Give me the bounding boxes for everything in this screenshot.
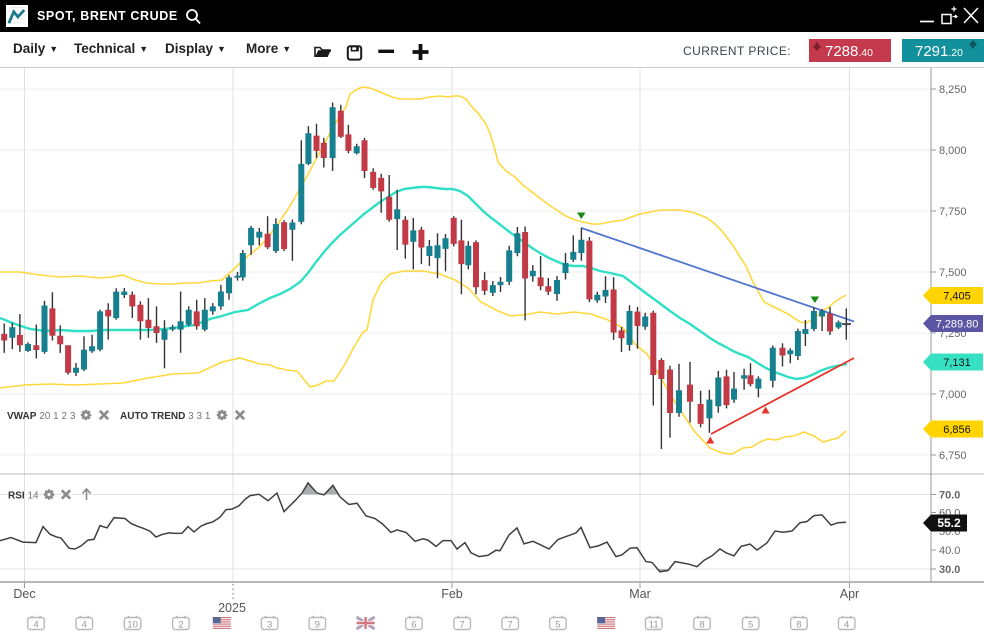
svg-text:8,250: 8,250 (939, 84, 967, 96)
svg-text:6: 6 (411, 620, 416, 631)
svg-text:40.0: 40.0 (939, 545, 960, 557)
svg-text:8: 8 (796, 620, 801, 631)
svg-text:7,289.80: 7,289.80 (936, 319, 979, 331)
svg-text:RSI 14: RSI 14 (8, 491, 39, 502)
svg-text:Dec: Dec (13, 587, 35, 601)
svg-text:Feb: Feb (441, 587, 463, 601)
svg-text:3: 3 (267, 620, 272, 631)
svg-text:5: 5 (748, 620, 753, 631)
svg-text:30.0: 30.0 (939, 564, 960, 576)
svg-text:7: 7 (460, 620, 465, 631)
svg-text:7291.20: 7291.20 (915, 43, 963, 60)
svg-text:9: 9 (315, 620, 320, 631)
svg-text:AUTO TREND 3 3 1: AUTO TREND 3 3 1 (120, 411, 211, 422)
svg-text:4: 4 (844, 620, 849, 631)
svg-text:7,500: 7,500 (939, 267, 967, 279)
svg-text:8: 8 (699, 620, 704, 631)
svg-text:6,856: 6,856 (943, 424, 971, 436)
svg-text:5: 5 (555, 620, 560, 631)
svg-text:4: 4 (82, 620, 87, 631)
svg-text:2025: 2025 (218, 601, 246, 615)
svg-text:7,000: 7,000 (939, 389, 967, 401)
svg-text:Mar: Mar (629, 587, 651, 601)
svg-text:55.2: 55.2 (937, 516, 961, 530)
svg-text:2: 2 (178, 620, 183, 631)
svg-text:6,750: 6,750 (939, 450, 967, 462)
svg-text:7,131: 7,131 (943, 357, 971, 369)
svg-text:10: 10 (127, 620, 138, 631)
svg-text:7: 7 (508, 620, 513, 631)
svg-text:VWAP 20 1 2 3: VWAP 20 1 2 3 (7, 411, 76, 422)
svg-text:Apr: Apr (840, 587, 859, 601)
svg-text:7,750: 7,750 (939, 206, 967, 218)
svg-text:7288.40: 7288.40 (825, 43, 873, 60)
svg-text:70.0: 70.0 (939, 490, 960, 502)
svg-text:7,405: 7,405 (943, 291, 971, 303)
svg-text:8,000: 8,000 (939, 145, 967, 157)
svg-text:11: 11 (649, 620, 659, 631)
svg-text:4: 4 (33, 620, 38, 631)
